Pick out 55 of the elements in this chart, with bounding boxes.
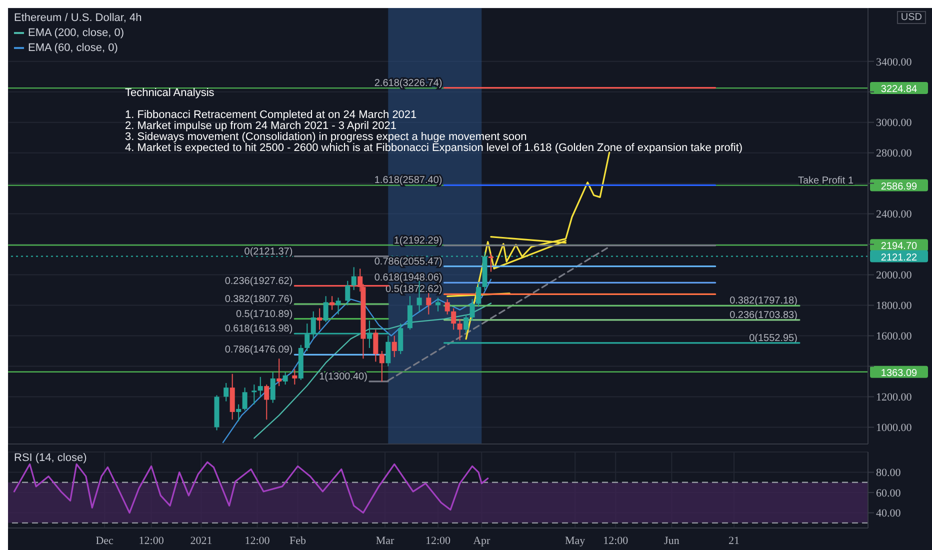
y-tick-label: 60.00: [876, 487, 902, 500]
annotation: 1. Fibbonacci Retracement Completed at on 24 March 2021: [125, 109, 418, 121]
annotation: 1.618(2587.40): [374, 175, 442, 186]
y-tick-label: 3400.00: [876, 56, 912, 68]
annotation: 0.618(1948.06): [374, 272, 442, 284]
annotation: 3. Sideways movement (Consolidation) in progress expect a huge movement soon: [125, 131, 528, 143]
x-tick-label: 12:00: [244, 534, 270, 547]
y-tick-label: 1800.00: [876, 300, 912, 312]
annotation: 4. Market is expected to hit 2500 - 2600 which is at Fibbonacci Expansion level of 1.618 (Golden Zone of expansion take profit): [125, 142, 743, 154]
y-tick-label: 40.00: [876, 508, 902, 520]
y-tick-label: 2800.00: [876, 148, 912, 160]
legend-label: EMA (60, close, 0): [28, 42, 118, 54]
ref-line-label: 3224.84: [880, 84, 918, 96]
annotation: 0.786(1476.09): [224, 344, 293, 356]
annotation: 0(2121.37): [244, 246, 293, 258]
annotation: 0.5(1710.89): [236, 308, 293, 320]
ref-line-label: 2121.22: [880, 252, 918, 264]
annotation: 1(1300.40): [319, 371, 368, 382]
x-tick-label: 12:00: [425, 534, 452, 547]
ref-line-label: 2194.70: [880, 241, 918, 252]
ref-line-label: 2586.99: [880, 181, 918, 192]
legend-label: EMA (200, close, 0): [28, 27, 124, 39]
annotation: 1(2192.29): [394, 235, 442, 246]
annotation: 2.618(3226.74): [374, 78, 442, 89]
x-tick-label: Jun: [664, 534, 680, 547]
x-tick-label: Apr: [473, 534, 491, 547]
annotation: 0(1552.95): [749, 332, 798, 344]
annotation: 0.618(1613.98): [224, 324, 293, 335]
y-tick-label: 3000.00: [876, 117, 912, 130]
x-tick-label: May: [565, 534, 586, 547]
annotation: 0.382(1807.76): [224, 294, 293, 306]
y-axis-title: USD: [896, 11, 926, 24]
chart-title: RSI (14, close): [14, 452, 87, 464]
x-tick-label: Feb: [290, 534, 307, 547]
x-tick-label: 12:00: [138, 534, 164, 547]
x-tick-label: 2021: [190, 534, 212, 547]
y-tick-label: 1000.00: [876, 422, 912, 434]
annotation: 0.236(1927.62): [224, 276, 293, 287]
y-tick-label: 1600.00: [876, 330, 912, 343]
x-tick-label: Mar: [376, 534, 395, 547]
annotation: 0.236(1703.83): [730, 310, 798, 321]
y-tick-label: 1200.00: [876, 392, 912, 404]
y-tick-label: 80.00: [876, 467, 902, 480]
annotation: 0.382(1797.18): [730, 296, 798, 307]
ref-line-label: 1363.09: [880, 368, 918, 379]
x-tick-label: 21: [728, 534, 740, 547]
annotation: 0.786(2055.47): [374, 256, 442, 268]
annotation: 2. Market impulse up from 24 March 2021 - 3 April 2021: [125, 120, 398, 132]
annotation: Take Profit 1: [798, 175, 854, 186]
chart-title: Ethereum / U.S. Dollar, 4h: [14, 12, 142, 24]
x-tick-label: Dec: [96, 534, 114, 547]
y-tick-label: 2000.00: [876, 270, 912, 282]
y-tick-label: 2400.00: [876, 208, 912, 221]
annotation: Technical Analysis: [125, 87, 216, 99]
x-tick-label: 12:00: [603, 534, 629, 547]
